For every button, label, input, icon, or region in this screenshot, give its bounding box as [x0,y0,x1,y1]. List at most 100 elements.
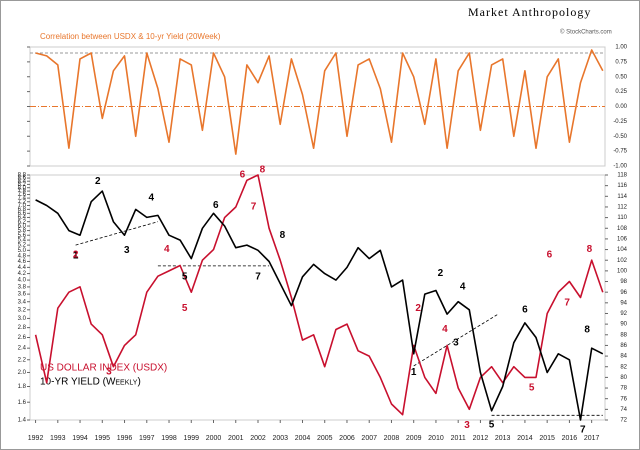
y-tick-label: 1.00 [615,45,627,51]
annotation: 5 [529,383,535,394]
y2-tick-label: 100 [617,268,628,274]
y-tick-label: 6.4 [18,215,27,221]
y-tick-label: 3.8 [18,284,27,290]
x-tick-label: 2017 [584,435,600,442]
y-tick-label: 4.6 [18,259,27,265]
y-tick-label: 5.0 [18,248,27,254]
annotation: 7 [580,425,586,436]
y-tick-label: 5.4 [18,238,27,244]
annotation: 6 [547,250,553,261]
x-tick-label: 2006 [339,435,355,442]
y2-tick-label: 112 [617,205,627,211]
annotation: 4 [442,324,448,335]
annotation: 6 [213,200,219,211]
trend-line [413,313,499,367]
annotation: 3 [106,367,112,378]
annotation: 4 [164,244,170,255]
legend-yield: 10-YR YIELD (Weekly) [40,377,141,388]
y-tick-label: 3.4 [18,299,27,305]
series-line [35,190,604,421]
x-tick-label: 1998 [161,435,177,442]
x-tick-label: 2002 [250,435,266,442]
annotation: 2 [415,303,421,314]
y-tick-label: 5.6 [18,233,27,239]
y2-tick-label: 92 [620,311,627,317]
y2-tick-label: 118 [617,173,627,179]
y2-tick-label: 106 [617,236,628,242]
annotation: 4 [148,193,154,204]
y-tick-label: 6.2 [18,219,27,225]
y-tick-label: 1.6 [18,400,27,406]
trend-line [75,221,159,246]
y2-tick-label: 116 [617,183,627,189]
y2-tick-label: 94 [620,300,627,306]
y-tick-label: 7.0 [18,203,27,209]
y2-tick-label: 78 [620,386,627,392]
annotation: 6 [522,304,528,315]
y-tick-label: 2.6 [18,335,27,341]
x-tick-label: 1995 [95,435,111,442]
y2-tick-label: 82 [620,364,627,370]
y-tick-label: 0.75 [615,59,627,65]
annotation: 3 [464,420,470,431]
plot-area [29,174,606,421]
x-tick-label: 2005 [317,435,333,442]
annotation: 3 [124,245,130,256]
annotation: 7 [251,202,257,213]
y-tick-label: 7.2 [18,199,27,205]
y-tick-label: 4.8 [18,253,27,259]
y2-tick-label: 74 [620,407,627,413]
y-tick-label: 1.8 [18,384,27,390]
series-line [35,49,604,155]
x-tick-label: 2013 [495,435,511,442]
annotation: 8 [587,244,593,255]
annotation: 5 [182,303,188,314]
x-tick-label: 2010 [428,435,444,442]
x-tick-label: 2000 [206,435,222,442]
y2-tick-label: 90 [620,322,627,328]
y2-tick-label: 88 [620,332,627,338]
top-title: Correlation between USDX & 10-yr Yield (… [40,32,221,41]
annotation: 2 [73,250,79,261]
y-tick-label: 2.4 [18,346,27,352]
annotation: 6 [240,170,246,181]
annotation: 4 [460,282,466,293]
annotation: 8 [260,164,266,175]
y2-tick-label: 96 [620,290,627,296]
x-tick-label: 1996 [117,435,133,442]
annotation: 5 [182,271,188,282]
y-tick-label: 8.8 [18,173,27,179]
y-tick-label: -0.25 [613,119,627,125]
y-tick-label: 3.2 [18,307,27,313]
y-tick-label: 6.8 [18,207,27,213]
y-tick-label: 8.0 [18,185,27,191]
annotation: 1 [73,250,79,261]
y-tick-label: 7.4 [18,196,27,202]
y-tick-label: -0.50 [613,134,627,140]
y-tick-label: -0.75 [613,149,627,155]
y2-tick-label: 98 [620,279,627,285]
x-tick-label: 1993 [50,435,66,442]
x-tick-label: 2004 [295,435,311,442]
x-tick-label: 2003 [272,435,288,442]
x-tick-label: 2015 [539,435,555,442]
x-tick-label: 2008 [384,435,400,442]
annotation: 2 [95,176,101,187]
series-line [34,174,604,416]
y-tick-label: 3.0 [18,316,27,322]
y-tick-label: 4.0 [18,278,27,284]
y-tick-label: 3.6 [18,292,27,298]
y-tick-label: 1.4 [18,418,27,424]
y-tick-label: 4.2 [18,271,27,277]
y-tick-label: 6.0 [18,224,27,230]
y-tick-label: 2.0 [18,370,27,376]
annotation: 7 [564,297,570,308]
annotation: 3 [453,337,459,348]
y-tick-label: 8.6 [18,176,27,182]
y2-tick-label: 84 [620,354,627,360]
x-tick-label: 1992 [28,435,44,442]
x-tick-label: 1994 [72,435,88,442]
y2-tick-label: 72 [620,418,627,424]
y-tick-label: 8.2 [18,182,27,188]
